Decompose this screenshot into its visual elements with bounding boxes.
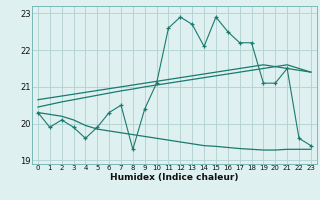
X-axis label: Humidex (Indice chaleur): Humidex (Indice chaleur)	[110, 173, 239, 182]
